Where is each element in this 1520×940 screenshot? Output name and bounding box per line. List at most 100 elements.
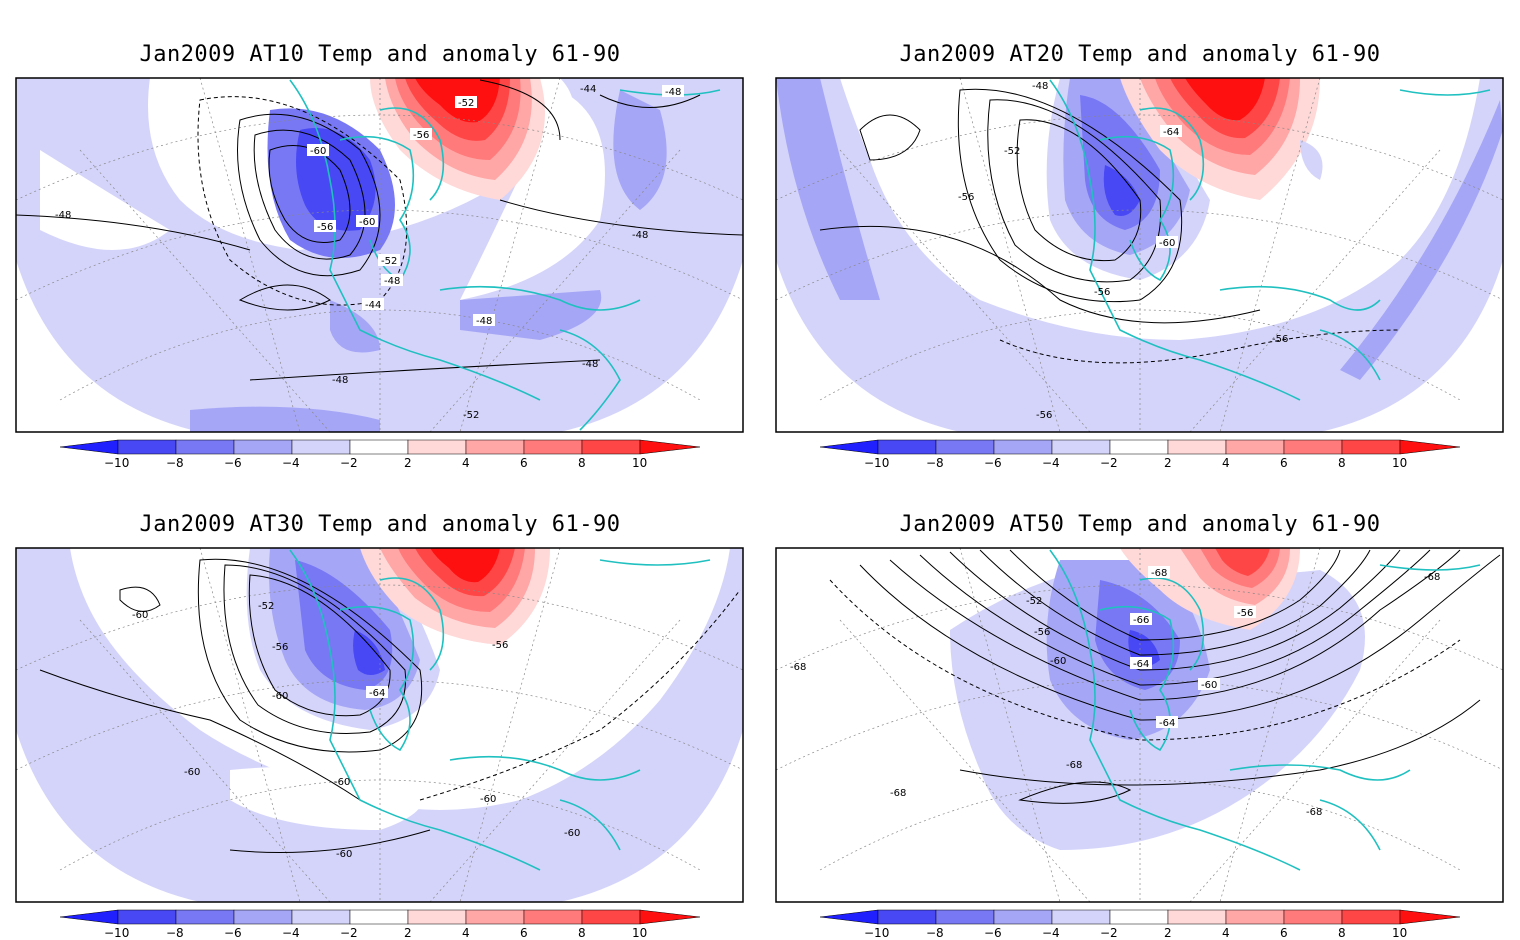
anomaly-p10 [430, 548, 500, 583]
panel-title: Jan2009 AT20 Temp and anomaly 61-90 [899, 42, 1381, 67]
colorbar-tick: 10 [1392, 456, 1407, 470]
contour-label: -68 [1151, 568, 1167, 579]
contour-label: -60 [310, 146, 326, 157]
colorbar-tick: 4 [1222, 926, 1230, 940]
label-box [1148, 566, 1170, 578]
label-box [473, 314, 495, 326]
contour-label: -60 [1159, 238, 1175, 249]
map-svg-at30: -52 -60 -56 -56 -60 -64 -60 -60 -60 -60 … [15, 547, 744, 940]
graticule [776, 548, 1503, 902]
contour-label: -68 [1306, 807, 1322, 818]
contour-label: -56 [272, 642, 288, 653]
contour-label: -68 [1424, 572, 1440, 583]
contour-label: -56 [1272, 334, 1288, 345]
colorbar-tick: −8 [926, 926, 944, 940]
graticule [776, 78, 1503, 432]
label-box [378, 254, 400, 266]
map-content: -48 -52 -64 -56 -60 -56 -56 -56 [776, 78, 1503, 432]
colorbar-tick: 2 [404, 456, 412, 470]
contour-label: -52 [463, 410, 479, 421]
anomaly-n4 [1340, 100, 1503, 380]
colorbar: −10 −8 −6 −4 −2 2 4 6 8 10 [819, 909, 1461, 940]
colorbar-tick: 2 [1164, 456, 1172, 470]
map-svg-at50: -68 -52 -56 -56 -66 -60 -64 -60 -64 -68 … [775, 547, 1504, 940]
map-content: -68 -52 -56 -56 -66 -60 -64 -60 -64 -68 … [776, 548, 1503, 902]
neutral-region [230, 766, 425, 830]
colorbar-tick: −8 [926, 456, 944, 470]
contour-label: -60 [359, 217, 375, 228]
colorbar-tick: −10 [864, 926, 889, 940]
temperature-contours [819, 88, 1401, 364]
colorbar-tick: −6 [984, 926, 1002, 940]
contour-label: -48 [582, 359, 598, 370]
contour-label: -52 [381, 256, 397, 267]
map-panel-at20: Jan2009 AT20 Temp and anomaly 61-90 [760, 0, 1520, 470]
contour-label: -48 [665, 87, 681, 98]
coastlines [1049, 549, 1481, 871]
label-box [1198, 678, 1220, 690]
colorbar-tick: −4 [1042, 926, 1060, 940]
colorbar-tick: −2 [340, 456, 358, 470]
colorbar-tick: 6 [520, 926, 528, 940]
anomaly-n4 [776, 78, 880, 300]
contour-label: -48 [384, 276, 400, 287]
colorbar-tick: −10 [104, 926, 129, 940]
colorbar-tick: −4 [282, 926, 300, 940]
contour-label: -60 [334, 777, 350, 788]
contour-label: -52 [1004, 146, 1020, 157]
colorbar-tick: 8 [1338, 456, 1346, 470]
label-box [362, 298, 384, 310]
contour-label: -66 [1133, 615, 1149, 626]
anomaly-n8 [1103, 165, 1140, 216]
contour-label: -56 [317, 222, 333, 233]
contour-label: -64 [1133, 659, 1149, 670]
contour-label: -56 [492, 640, 508, 651]
colorbar-tick: −2 [1100, 926, 1118, 940]
contour-label: -48 [332, 375, 348, 386]
colorbar-tick: 6 [1280, 456, 1288, 470]
contour-label: -60 [564, 828, 580, 839]
anomaly-n4 [330, 300, 380, 353]
colorbar-tick: 4 [462, 456, 470, 470]
colorbar-tick: −6 [224, 926, 242, 940]
contour-label: -52 [1026, 596, 1042, 607]
contour-label: -52 [458, 98, 474, 109]
colorbar-tick: −8 [166, 456, 184, 470]
label-box [366, 686, 388, 698]
colorbar-tick: −10 [864, 456, 889, 470]
label-box [662, 85, 684, 97]
colorbar-tick: 8 [578, 926, 586, 940]
colorbar-tick: 8 [1338, 926, 1346, 940]
contour-label: -68 [1066, 760, 1082, 771]
contour-label: -56 [1036, 410, 1052, 421]
contour-label: -44 [580, 84, 596, 95]
colorbar-tick: 10 [632, 926, 647, 940]
colorbar-tick: −2 [1100, 456, 1118, 470]
contour-label: -48 [476, 316, 492, 327]
label-box [455, 96, 477, 108]
label-box [356, 215, 378, 227]
contour-label: -60 [272, 691, 288, 702]
map-panel-at50: Jan2009 AT50 Temp and anomaly 61-90 [760, 470, 1520, 940]
anomaly-n6 [1080, 95, 1160, 230]
anomaly-n8 [353, 630, 385, 675]
label-box [1160, 125, 1182, 137]
contour-label: -44 [365, 300, 381, 311]
colorbar-tick: 8 [578, 456, 586, 470]
map-content: -52 -44 -48 -56 -60 -48 -56 -60 -52 -48 … [16, 78, 743, 432]
contour-label: -64 [369, 688, 385, 699]
panel-title: Jan2009 AT50 Temp and anomaly 61-90 [899, 512, 1381, 537]
map-frame [15, 547, 744, 903]
anomaly-p10 [1185, 78, 1265, 121]
map-svg-at20: -48 -52 -64 -56 -60 -56 -56 -56 −10 −8 [775, 77, 1504, 470]
map-svg-at10: -52 -44 -48 -56 -60 -48 -56 -60 -52 -48 … [15, 77, 744, 470]
colorbar-tick: 10 [1392, 926, 1407, 940]
temperature-contours [39, 558, 741, 853]
colorbar-tick: 6 [520, 456, 528, 470]
label-box [1156, 236, 1178, 248]
colorbar-tick: −10 [104, 456, 129, 470]
neutral-region [460, 90, 605, 300]
label-box [1234, 606, 1256, 618]
label-box [1130, 657, 1152, 669]
contour-label: -56 [413, 130, 429, 141]
